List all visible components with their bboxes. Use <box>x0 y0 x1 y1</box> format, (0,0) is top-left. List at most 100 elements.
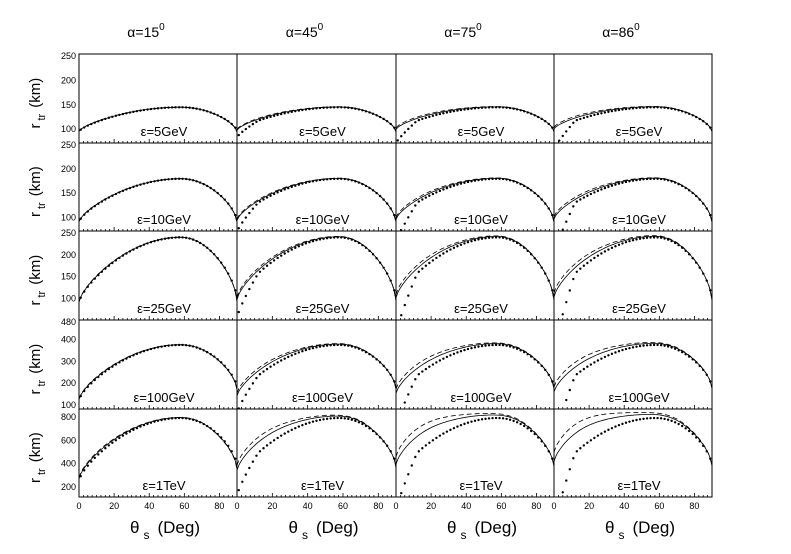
series-point-dotted <box>269 115 272 119</box>
series-point-dotted <box>572 121 575 124</box>
series-point-dotted <box>656 343 659 347</box>
series-point-dotted <box>501 236 505 239</box>
series-point-dotted <box>582 264 586 267</box>
series-point-dotted <box>128 111 132 114</box>
series-point-dotted <box>202 109 205 112</box>
x-tick-label: 0 <box>551 501 556 511</box>
series-point-dotted <box>304 108 308 111</box>
series-point-dotted <box>139 245 142 248</box>
series-point-dotted <box>459 243 463 246</box>
series-point-dotted <box>283 252 286 255</box>
series-point-dotted <box>234 380 237 383</box>
series-point-dotted <box>702 120 705 123</box>
series-point-dotted <box>234 126 237 129</box>
series-point-dotted <box>230 450 233 453</box>
series-point-dotted <box>318 238 322 241</box>
series-point-dotted <box>677 243 680 247</box>
series-point-dotted <box>79 217 82 220</box>
series-point-dotted <box>195 239 198 243</box>
y-tick-label: 250 <box>61 140 76 150</box>
series-point-dotted <box>174 343 177 347</box>
series-point-dotted <box>241 302 244 305</box>
series-point-dotted <box>160 345 163 348</box>
series-point-dotted <box>397 325 399 327</box>
series-point-dotted <box>340 416 343 420</box>
series-point-dotted <box>407 473 410 476</box>
series-point-dotted <box>287 111 290 114</box>
series-point-dotted <box>417 118 421 122</box>
series-point-dotted <box>617 350 621 353</box>
series-point-dotted <box>79 394 82 398</box>
series-point-dotted <box>445 250 449 253</box>
energy-label: ε=10GeV <box>454 212 508 227</box>
series-point-dotted <box>364 424 368 428</box>
series-point-dotted <box>371 189 375 192</box>
series-point-dotted <box>403 222 406 225</box>
series-point-dotted <box>512 239 515 243</box>
series-point-dotted <box>555 432 557 434</box>
series-point-dotted <box>184 177 188 181</box>
series-point-dotted <box>167 236 170 240</box>
series-point-dotted <box>160 418 163 422</box>
series-point-dotted <box>621 422 624 426</box>
series-point-dotted <box>262 117 265 121</box>
series-point-dotted <box>375 432 378 436</box>
series-point-dotted <box>90 122 93 126</box>
series-point-dotted <box>202 422 205 426</box>
series-point-dotted <box>649 343 652 347</box>
series-point-dotted <box>308 180 311 184</box>
series-point-dotted <box>537 261 540 264</box>
series-point-dotted <box>410 385 413 388</box>
series-point-dotted <box>659 344 663 347</box>
series-point-dotted <box>649 177 652 181</box>
series-point-dotted <box>354 419 357 423</box>
series-point-dotted <box>279 112 283 116</box>
panel-r2-c1: ε=25GeV <box>236 230 397 321</box>
y-axis-label: rtr(km) <box>27 432 48 483</box>
series-point-dotted <box>537 436 540 439</box>
series-point-dotted <box>691 257 694 260</box>
series-point-dotted <box>519 243 522 247</box>
series-point-dotted <box>385 444 389 448</box>
series-point-dotted <box>628 107 631 110</box>
series-point-dotted <box>452 184 456 187</box>
energy-label: ε=1TeV <box>459 478 502 493</box>
series-point-dotted <box>414 121 417 124</box>
series-line-dashed <box>554 235 712 301</box>
series-point-dotted <box>614 245 617 248</box>
energy-label: ε=5GeV <box>616 124 663 139</box>
y-axis-label: rtr(km) <box>27 344 48 395</box>
series-point-dotted <box>304 181 308 184</box>
series-point-dotted <box>484 344 487 347</box>
y-tick-label: 600 <box>61 435 76 445</box>
series-point-dotted <box>272 363 276 366</box>
series-point-dotted <box>195 346 198 349</box>
series-point-dotted <box>336 106 339 109</box>
series-point-dotted <box>666 106 670 110</box>
series-point-dotted <box>205 246 209 249</box>
series-point-dotted <box>97 202 100 205</box>
series-point-dotted <box>424 196 428 199</box>
series-point-dotted <box>177 343 181 347</box>
series-line-dashed <box>79 416 237 478</box>
x-axis-label: θ s (Deg) <box>605 518 675 542</box>
x-tick-label: 60 <box>654 501 664 511</box>
series-point-dotted <box>435 113 438 117</box>
series-point-dotted <box>603 430 607 433</box>
series-point-dotted <box>396 139 399 142</box>
series-point-dotted <box>220 436 223 439</box>
series-point-dotted <box>645 236 649 239</box>
series-point-dotted <box>361 349 364 352</box>
series-point-dotted <box>153 346 156 350</box>
series-point-dotted <box>477 178 480 182</box>
series-point-dotted <box>456 183 459 186</box>
series-point-dotted <box>477 418 480 422</box>
series-point-dotted <box>304 348 308 352</box>
series-point-dotted <box>487 106 491 109</box>
series-point-dotted <box>220 361 223 364</box>
series-point-dotted <box>515 241 519 245</box>
series-point-dotted <box>449 110 452 114</box>
series-point-dotted <box>167 417 170 421</box>
series-point-dotted <box>544 202 547 205</box>
series-point-dotted <box>205 110 209 113</box>
